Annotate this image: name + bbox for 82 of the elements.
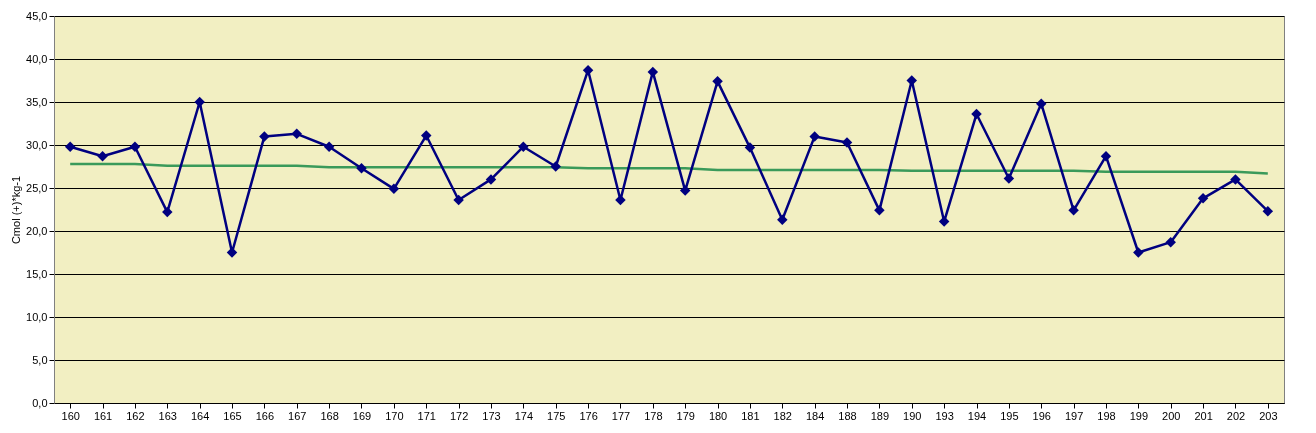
point — [1262, 205, 1274, 217]
x-tick-label: 199 — [1129, 409, 1149, 422]
y-tick-label: 45,0 — [26, 9, 48, 22]
point — [1165, 236, 1176, 248]
point — [129, 141, 141, 152]
point — [356, 162, 367, 174]
point — [777, 214, 788, 226]
x-tick-label: 173 — [482, 409, 501, 422]
point — [420, 130, 432, 141]
x-tick-label: 179 — [676, 409, 695, 422]
point — [64, 141, 76, 152]
x-tick-label: 182 — [773, 409, 792, 422]
x-tick-label: 164 — [190, 409, 210, 422]
point — [162, 206, 173, 218]
point — [1100, 150, 1112, 162]
point — [874, 205, 885, 216]
y-tick-label: 25,0 — [26, 181, 48, 194]
y-tick-label: 15,0 — [26, 267, 48, 280]
point — [1230, 174, 1241, 185]
x-tick-label: 193 — [935, 409, 954, 422]
point — [388, 183, 400, 195]
point — [550, 161, 561, 172]
y-tick-label: 40,0 — [26, 52, 48, 65]
x-tick-label: 162 — [126, 409, 145, 422]
x-tick-label: 161 — [93, 409, 113, 422]
point — [97, 150, 108, 162]
point — [291, 128, 303, 140]
x-tick-label: 169 — [352, 409, 372, 422]
point — [971, 108, 982, 120]
x-tick-label: 189 — [870, 409, 890, 422]
point — [841, 137, 853, 148]
point — [1035, 98, 1047, 109]
point — [1133, 247, 1144, 258]
point — [679, 185, 691, 196]
x-tick-label: 188 — [838, 409, 857, 422]
y-tick-label: 30,0 — [26, 138, 48, 151]
y-tick-label: 0,0 — [32, 396, 48, 409]
x-tick-label: 174 — [514, 409, 534, 422]
x-tick-label: 194 — [967, 409, 987, 422]
point — [712, 76, 723, 87]
x-tick-label: 160 — [61, 409, 80, 422]
x-tick-label: 196 — [1032, 409, 1051, 422]
x-tick-label: 181 — [741, 409, 760, 422]
x-tick-label: 190 — [903, 409, 922, 422]
point — [485, 174, 497, 185]
point — [1197, 193, 1209, 204]
point — [582, 64, 594, 76]
x-tick-label: 200 — [1162, 409, 1181, 422]
x-tick-label: 177 — [611, 409, 631, 422]
point — [938, 216, 950, 227]
point — [323, 141, 335, 152]
x-tick-label: 195 — [1000, 409, 1019, 422]
point — [1068, 205, 1079, 216]
x-tick-label: 171 — [417, 409, 436, 422]
x-tick-label: 198 — [1097, 409, 1116, 422]
x-tick-label: 180 — [708, 409, 728, 422]
x-tick-label: 166 — [255, 409, 275, 422]
x-tick-label: 163 — [158, 409, 177, 422]
x-tick-label: 172 — [449, 409, 469, 422]
x-tick-label: 184 — [805, 409, 825, 422]
point — [1003, 173, 1015, 184]
y-tick-label: 10,0 — [26, 310, 48, 323]
point — [259, 131, 270, 142]
y-tick-label: 20,0 — [26, 224, 48, 237]
point — [453, 194, 464, 206]
point — [809, 131, 820, 142]
y-tick-label: 5,0 — [32, 353, 48, 366]
x-tick-label: 165 — [223, 409, 242, 422]
y-axis-title: Cmol (+)*kg-1 — [10, 175, 23, 245]
x-tick-label: 201 — [1194, 409, 1213, 422]
y-tick-label: 35,0 — [26, 95, 48, 108]
point — [518, 141, 529, 152]
x-tick-label: 170 — [385, 409, 404, 422]
x-tick-label: 175 — [547, 409, 566, 422]
x-tick-label: 197 — [1064, 409, 1084, 422]
x-tick-label: 176 — [579, 409, 598, 422]
point — [744, 142, 756, 153]
x-tick-label: 167 — [288, 409, 307, 422]
x-tick-label: 178 — [644, 409, 663, 422]
x-tick-label: 168 — [320, 409, 339, 422]
x-tick-label: 203 — [1259, 409, 1278, 422]
x-tick-label: 202 — [1226, 409, 1246, 422]
